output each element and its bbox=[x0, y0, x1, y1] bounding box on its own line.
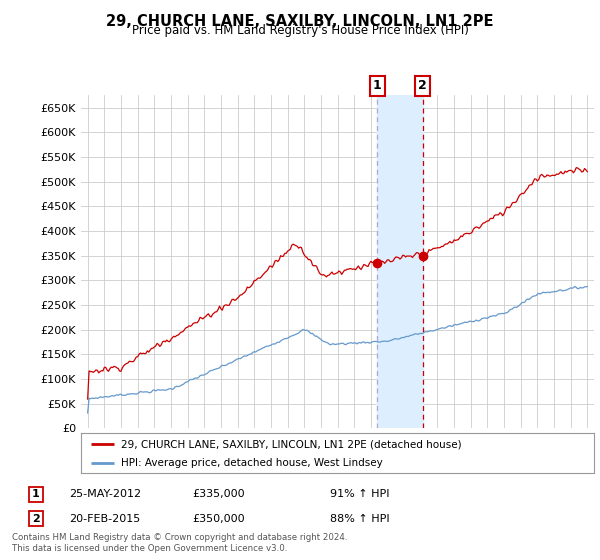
Text: 20-FEB-2015: 20-FEB-2015 bbox=[69, 514, 140, 524]
Text: 2: 2 bbox=[418, 80, 427, 92]
Text: Price paid vs. HM Land Registry's House Price Index (HPI): Price paid vs. HM Land Registry's House … bbox=[131, 24, 469, 37]
Text: 1: 1 bbox=[373, 80, 382, 92]
Text: 1: 1 bbox=[32, 489, 40, 500]
Text: £335,000: £335,000 bbox=[192, 489, 245, 500]
Text: 25-MAY-2012: 25-MAY-2012 bbox=[69, 489, 141, 500]
Text: 88% ↑ HPI: 88% ↑ HPI bbox=[330, 514, 389, 524]
Bar bbox=[377, 95, 423, 428]
Text: 29, CHURCH LANE, SAXILBY, LINCOLN, LN1 2PE (detached house): 29, CHURCH LANE, SAXILBY, LINCOLN, LN1 2… bbox=[121, 439, 461, 449]
Text: HPI: Average price, detached house, West Lindsey: HPI: Average price, detached house, West… bbox=[121, 458, 383, 468]
Text: £350,000: £350,000 bbox=[192, 514, 245, 524]
Text: 2: 2 bbox=[32, 514, 40, 524]
Text: 91% ↑ HPI: 91% ↑ HPI bbox=[330, 489, 389, 500]
Text: 29, CHURCH LANE, SAXILBY, LINCOLN, LN1 2PE: 29, CHURCH LANE, SAXILBY, LINCOLN, LN1 2… bbox=[106, 14, 494, 29]
Text: Contains HM Land Registry data © Crown copyright and database right 2024.
This d: Contains HM Land Registry data © Crown c… bbox=[12, 533, 347, 553]
